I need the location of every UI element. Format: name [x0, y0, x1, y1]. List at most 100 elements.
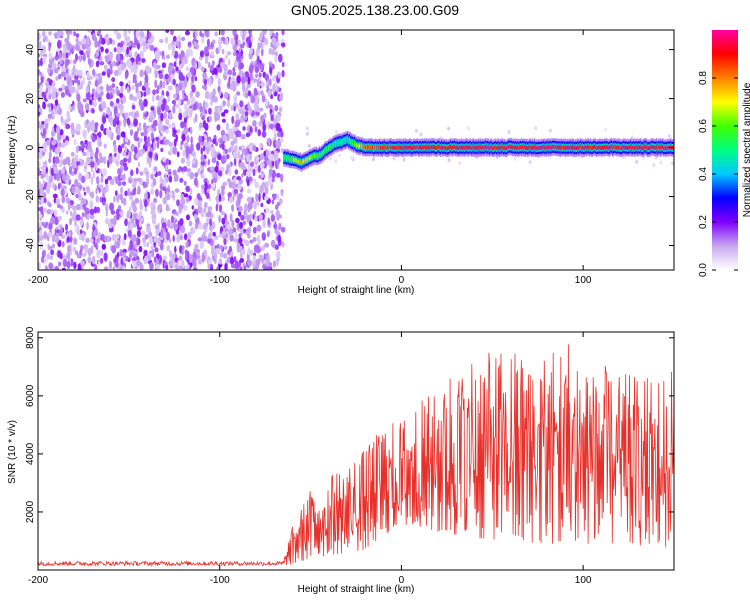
heatmap-cell — [133, 178, 138, 182]
heatmap-cell — [67, 42, 72, 51]
heatmap-cell — [43, 128, 46, 137]
heatmap-cell — [659, 160, 663, 165]
heatmap-cell — [41, 30, 46, 37]
heatmap-cell — [626, 145, 628, 150]
heatmap-cell — [194, 113, 198, 123]
heatmap-cell — [530, 144, 532, 149]
heatmap-cell — [252, 237, 257, 242]
heatmap-cell — [252, 120, 257, 127]
heatmap-cell — [132, 73, 137, 82]
heatmap-cell — [39, 85, 43, 91]
heatmap-cell — [541, 145, 543, 150]
heatmap-cell — [507, 145, 509, 149]
heatmap-cell — [260, 81, 265, 88]
heatmap-cell — [371, 145, 373, 150]
heatmap-cell — [270, 214, 276, 222]
heatmap-cell — [38, 180, 41, 189]
heatmap-cell — [270, 114, 274, 121]
heatmap-cell — [268, 47, 273, 55]
heatmap-cell — [236, 176, 242, 181]
heatmap-cell — [174, 173, 179, 182]
heatmap-cell — [139, 198, 142, 207]
heatmap-cell — [188, 220, 193, 227]
heatmap-cell — [612, 146, 614, 151]
heatmap-cell — [331, 145, 333, 149]
heatmap-cell — [39, 213, 43, 218]
heatmap-cell — [392, 156, 396, 161]
heatmap-cell — [120, 59, 124, 65]
heatmap-cell — [222, 150, 226, 156]
heatmap-cell — [123, 233, 127, 241]
heatmap-cell — [127, 59, 132, 69]
heatmap-cell — [144, 43, 150, 48]
heatmap-cell — [54, 156, 60, 164]
heatmap-cell — [263, 150, 267, 157]
heatmap-cell — [113, 143, 117, 153]
heatmap-cell — [565, 146, 567, 151]
heatmap-cell — [249, 162, 254, 167]
heatmap-cell — [142, 32, 145, 39]
heatmap-cell — [203, 249, 207, 258]
heatmap-cell — [575, 145, 577, 150]
heatmap-cell — [279, 56, 282, 61]
heatmap-cell — [274, 228, 278, 234]
heatmap-cell — [301, 160, 303, 165]
heatmap-cell — [54, 236, 60, 244]
heatmap-cell — [40, 196, 44, 205]
heatmap-cell — [546, 145, 548, 149]
heatmap-cell — [643, 144, 646, 149]
heatmap-cell — [231, 219, 235, 228]
heatmap-cell — [230, 140, 235, 146]
heatmap-cell — [208, 232, 212, 241]
heatmap-cell — [430, 145, 432, 149]
heatmap-cell — [186, 214, 190, 221]
heatmap-cell — [548, 144, 550, 149]
heatmap-cell — [313, 154, 315, 159]
heatmap-cell — [239, 62, 245, 70]
heatmap-cell — [329, 144, 331, 149]
heatmap-cell — [143, 122, 147, 131]
heatmap-cell — [593, 145, 595, 150]
heatmap-cell — [241, 82, 246, 92]
heatmap-cell — [299, 160, 301, 165]
heatmap-cell — [189, 109, 193, 118]
heatmap-cell — [43, 35, 48, 40]
heatmap-cell — [245, 132, 251, 138]
heatmap-cell — [38, 262, 41, 270]
heatmap-cell — [446, 145, 448, 150]
heatmap-cell — [409, 144, 411, 149]
heatmap-cell — [216, 124, 221, 131]
heatmap-cell — [84, 139, 88, 145]
heatmap-cell — [50, 167, 54, 177]
heatmap-cell — [129, 129, 134, 136]
heatmap-cell — [502, 146, 504, 151]
heatmap-cell — [108, 156, 113, 165]
heatmap-cell — [635, 159, 639, 164]
heatmap-cell — [112, 118, 117, 128]
heatmap-cell — [233, 157, 237, 167]
heatmap-cell — [215, 74, 219, 79]
heatmap-cell — [670, 161, 674, 166]
heatmap-cell — [167, 85, 173, 91]
heatmap-cell — [389, 144, 391, 149]
heatmap-cell — [78, 182, 81, 187]
heatmap-cell — [108, 116, 113, 122]
heatmap-cell — [258, 36, 262, 42]
heatmap-cell — [205, 146, 210, 155]
heatmap-cell — [166, 54, 170, 59]
heatmap-cell — [176, 199, 180, 207]
heatmap-cell — [70, 122, 75, 132]
heatmap-cell — [568, 145, 570, 150]
heatmap-cell — [630, 144, 632, 149]
heatmap-cell — [271, 161, 275, 167]
heatmap-cell — [619, 146, 621, 151]
heatmap-cell — [182, 166, 188, 172]
heatmap-cell — [594, 144, 596, 149]
heatmap-cell — [126, 86, 130, 94]
heatmap-cell — [64, 37, 69, 44]
heatmap-cell — [623, 144, 625, 149]
heatmap-cell — [162, 157, 166, 163]
heatmap-cell — [269, 78, 272, 87]
heatmap-cell — [59, 229, 63, 237]
heatmap-cell — [233, 94, 238, 104]
